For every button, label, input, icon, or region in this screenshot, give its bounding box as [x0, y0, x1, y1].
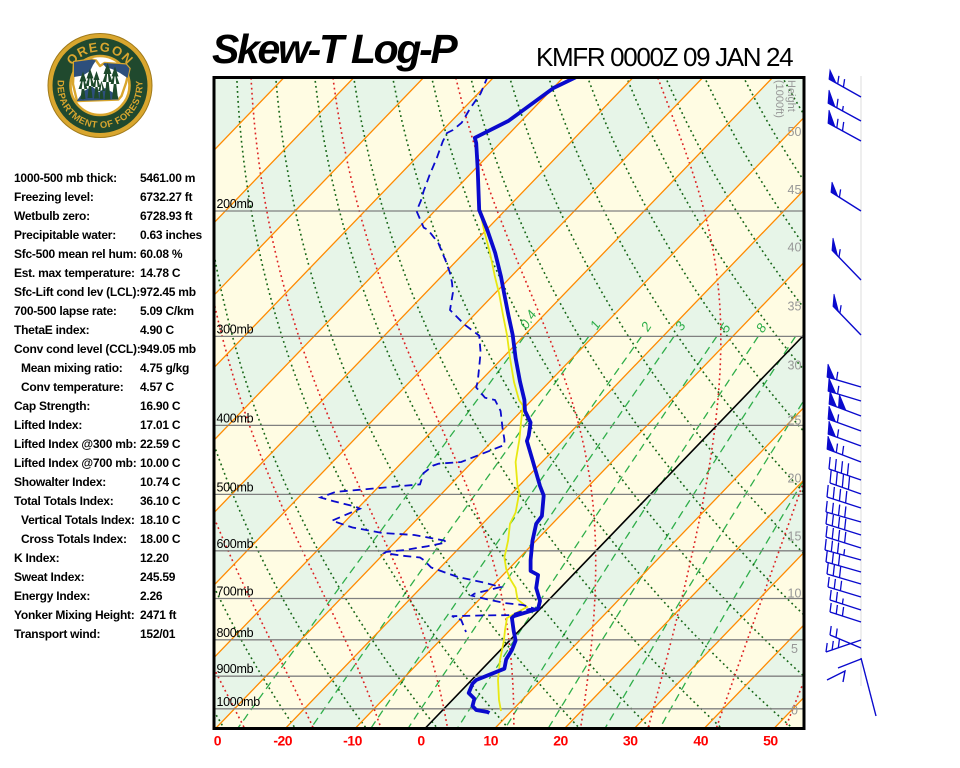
- svg-text:500mb: 500mb: [217, 480, 254, 494]
- svg-text:800mb: 800mb: [217, 626, 254, 640]
- svg-text:10: 10: [788, 587, 802, 601]
- svg-text:1000mb: 1000mb: [217, 695, 261, 709]
- svg-text:15: 15: [788, 530, 802, 544]
- svg-text:0: 0: [214, 733, 222, 749]
- svg-text:300mb: 300mb: [217, 322, 254, 336]
- svg-text:10: 10: [483, 733, 498, 749]
- svg-text:0: 0: [417, 733, 425, 749]
- svg-text:700mb: 700mb: [217, 585, 254, 599]
- svg-text:40: 40: [693, 733, 708, 749]
- svg-text:40: 40: [788, 241, 802, 255]
- svg-text:-10: -10: [343, 733, 362, 749]
- svg-text:20: 20: [553, 733, 568, 749]
- svg-text:20: 20: [788, 472, 802, 486]
- svg-text:30: 30: [623, 733, 638, 749]
- svg-text:50: 50: [788, 125, 802, 139]
- svg-text:5: 5: [791, 642, 798, 656]
- svg-text:(1000ft): (1000ft): [773, 80, 785, 118]
- svg-text:50: 50: [763, 733, 778, 749]
- svg-text:35: 35: [788, 300, 802, 314]
- svg-text:-20: -20: [273, 733, 292, 749]
- svg-text:Height: Height: [785, 80, 797, 112]
- svg-text:600mb: 600mb: [217, 537, 254, 551]
- svg-text:30: 30: [788, 358, 802, 372]
- svg-text:0: 0: [791, 704, 798, 718]
- svg-text:400mb: 400mb: [217, 411, 254, 425]
- svg-text:45: 45: [788, 183, 802, 197]
- svg-text:25: 25: [788, 414, 802, 428]
- svg-text:900mb: 900mb: [217, 662, 254, 676]
- svg-text:200mb: 200mb: [217, 197, 254, 211]
